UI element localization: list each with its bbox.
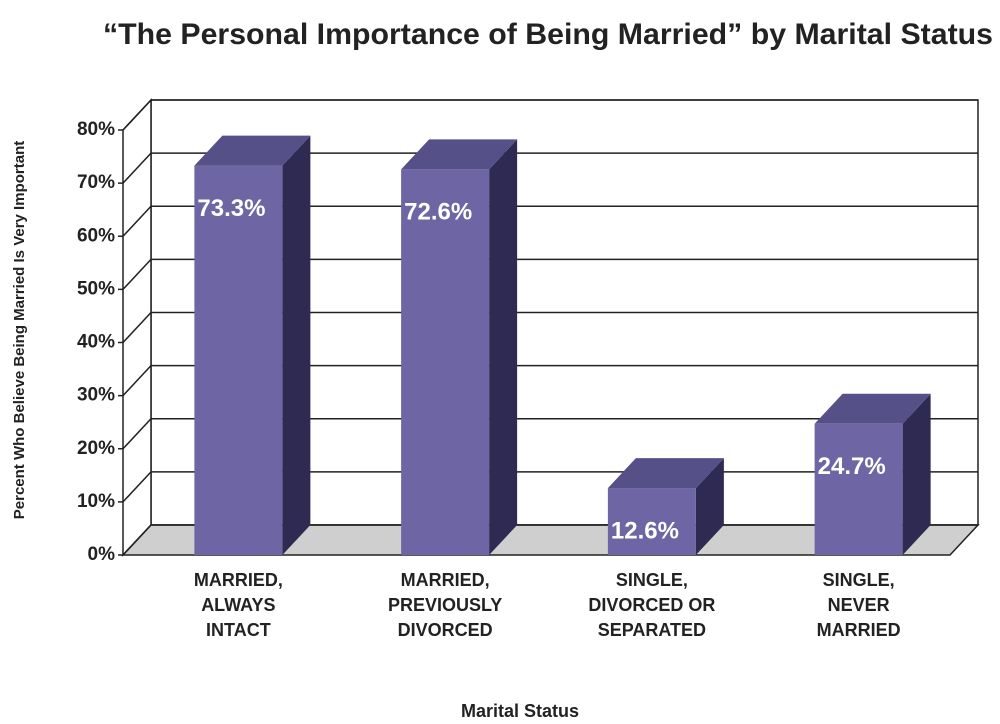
bar	[814, 423, 903, 555]
y-tick-label: 50%	[77, 278, 115, 299]
value-label: 73.3%	[197, 195, 265, 222]
x-axis-label: Marital Status	[461, 701, 579, 721]
value-label: 24.7%	[818, 453, 886, 480]
value-label: 72.6%	[404, 199, 472, 226]
grid-line	[122, 364, 978, 397]
y-tick-label: 60%	[77, 225, 115, 246]
y-tick-label: 10%	[77, 491, 115, 512]
bar-side	[489, 139, 518, 555]
y-tick-label: 30%	[77, 385, 115, 406]
y-tick-label: 80%	[77, 119, 115, 140]
y-tick-label: 70%	[77, 172, 115, 193]
x-tick-label: SINGLE, NEVER MARRIED	[816, 570, 901, 640]
x-tick-label: SINGLE, DIVORCED OR SEPARATED	[588, 570, 716, 640]
grid-line	[122, 152, 978, 184]
y-tick-label: 20%	[77, 438, 115, 459]
grid-line	[122, 205, 978, 237]
value-label: 12.6%	[611, 517, 679, 544]
y-tick-label: 40%	[77, 332, 115, 353]
grid-line	[122, 99, 978, 131]
grid-line	[122, 258, 978, 290]
grid-line	[122, 311, 978, 344]
bar	[607, 488, 696, 555]
y-axis-label: Percent Who Believe Being Married Is Ver…	[11, 141, 28, 519]
grid-line	[122, 418, 978, 450]
bar	[401, 169, 490, 555]
y-tick-label: 0%	[88, 544, 116, 565]
bar	[194, 165, 283, 555]
chart-title: “The Personal Importance of Being Marrie…	[103, 18, 993, 51]
bar-top	[607, 458, 724, 489]
bar-side	[902, 393, 931, 555]
bar-side	[282, 135, 311, 555]
bar-side	[695, 458, 724, 555]
bar-top	[401, 139, 518, 170]
x-tick-label: MARRIED, PREVIOUSLY DIVORCED	[387, 570, 503, 640]
x-tick-label: MARRIED, ALWAYS INTACT	[193, 570, 283, 640]
bar-top	[194, 135, 311, 166]
bar-top	[814, 393, 931, 424]
